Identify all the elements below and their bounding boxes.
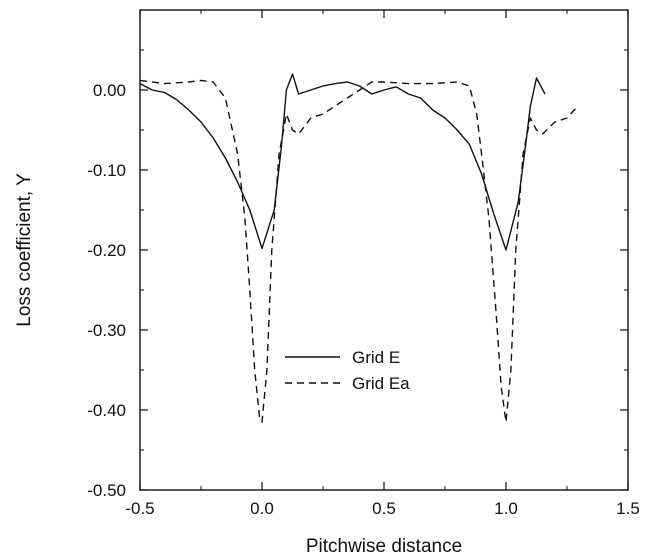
legend-label: Grid Ea [352, 374, 410, 393]
y-tick-label: -0.20 [87, 241, 126, 260]
series-line-grid-e [139, 73, 546, 251]
y-tick-label: -0.40 [87, 401, 126, 420]
x-tick-label: -0.5 [125, 499, 154, 518]
y-tick-label: -0.30 [87, 321, 126, 340]
x-tick-label: 1.0 [494, 499, 518, 518]
axis-ticks: -0.5 0.0 0.5 1.0 1.5 0.00 -0.10 -0.20 -0.30 -0.40… [87, 10, 640, 518]
series-lines [139, 73, 580, 423]
series-line-grid-ea [139, 79, 580, 423]
y-tick-label: -0.50 [87, 481, 126, 500]
x-axis-label: Pitchwise distance [306, 536, 462, 557]
legend-label: Grid E [352, 348, 400, 367]
legend: Grid E Grid Ea [285, 348, 410, 393]
y-axis-label: Loss coefficient, Y [14, 173, 35, 327]
x-tick-label: 0.5 [372, 499, 396, 518]
x-tick-label: 0.0 [250, 499, 274, 518]
y-tick-label: 0.00 [93, 81, 126, 100]
y-tick-label: -0.10 [87, 161, 126, 180]
x-tick-label: 1.5 [616, 499, 640, 518]
